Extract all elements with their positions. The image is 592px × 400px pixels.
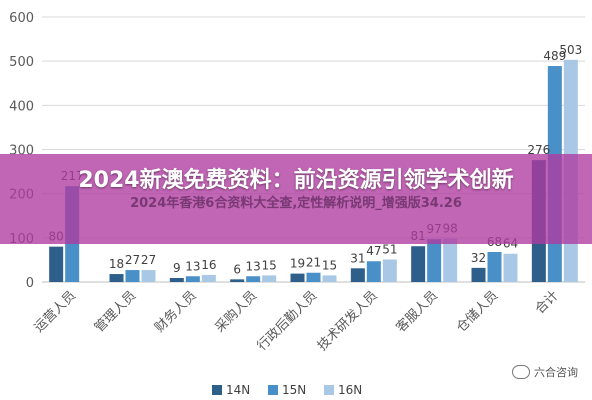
bar bbox=[322, 275, 337, 282]
data-label: 489 bbox=[543, 49, 566, 63]
bar bbox=[49, 246, 64, 282]
data-label: 503 bbox=[559, 43, 582, 57]
bar bbox=[262, 275, 277, 282]
data-label: 27 bbox=[125, 253, 140, 267]
bar bbox=[411, 246, 426, 282]
bar bbox=[141, 270, 156, 282]
watermark: 六合咨询 bbox=[512, 364, 578, 380]
data-label: 9 bbox=[173, 261, 181, 275]
title-banner bbox=[0, 154, 592, 244]
category-label: 运营人员 bbox=[32, 288, 79, 335]
category-label: 管理人员 bbox=[92, 288, 139, 335]
data-label: 51 bbox=[382, 242, 397, 256]
data-label: 32 bbox=[471, 251, 486, 265]
data-label: 13 bbox=[185, 259, 200, 273]
legend-label: 14N bbox=[226, 383, 250, 397]
category-label: 财务人员 bbox=[152, 288, 200, 336]
banner-title: 2024新澳免费资料：前沿资源引领学术创新 bbox=[78, 168, 514, 193]
bar bbox=[246, 276, 261, 282]
category-label: 行政后勤人员 bbox=[255, 288, 321, 354]
category-label: 技术研发人员 bbox=[314, 288, 380, 354]
bar bbox=[487, 251, 502, 282]
bar bbox=[306, 272, 321, 282]
data-label: 18 bbox=[109, 257, 124, 271]
data-label: 21 bbox=[306, 256, 321, 270]
data-label: 15 bbox=[322, 258, 337, 272]
bar bbox=[185, 276, 200, 282]
bar bbox=[471, 267, 486, 282]
legend-swatch bbox=[268, 385, 278, 395]
bar bbox=[443, 238, 458, 282]
category-label: 合计 bbox=[533, 288, 562, 317]
legend-label: 15N bbox=[282, 383, 306, 397]
y-tick-label: 600 bbox=[9, 11, 34, 26]
data-label: 19 bbox=[290, 257, 305, 271]
data-label: 27 bbox=[141, 253, 156, 267]
bar bbox=[427, 239, 442, 282]
legend-label: 16N bbox=[338, 383, 362, 397]
bar bbox=[290, 273, 305, 282]
category-label: 客服人员 bbox=[393, 288, 441, 336]
bar bbox=[125, 270, 140, 282]
watermark-text: 六合咨询 bbox=[534, 366, 578, 379]
data-label: 13 bbox=[246, 259, 261, 273]
data-label: 16 bbox=[201, 258, 216, 272]
data-label: 276 bbox=[527, 143, 550, 157]
legend-swatch bbox=[212, 385, 222, 395]
y-tick-label: 500 bbox=[9, 55, 34, 70]
y-axis-ticks: 0100200300400500600 bbox=[9, 11, 34, 291]
banner-subtitle: 2024年香港6合资料大全查,定性解析说明_增强版34.26 bbox=[130, 196, 462, 211]
bar bbox=[230, 279, 245, 282]
category-label: 仓储人员 bbox=[454, 288, 501, 335]
bar bbox=[169, 278, 184, 282]
y-tick-label: 0 bbox=[26, 276, 34, 291]
data-label: 15 bbox=[262, 258, 277, 272]
bar bbox=[350, 268, 365, 282]
data-label: 31 bbox=[350, 251, 365, 265]
category-label: 采购人员 bbox=[212, 288, 260, 336]
wechat-icon bbox=[512, 365, 530, 379]
bar bbox=[109, 274, 124, 282]
legend-swatch bbox=[324, 385, 334, 395]
bar bbox=[201, 274, 216, 282]
bar bbox=[503, 253, 518, 282]
legend: 14N 15N 16N bbox=[212, 383, 362, 397]
data-label: 6 bbox=[233, 262, 241, 276]
data-label: 47 bbox=[366, 244, 381, 258]
bar bbox=[366, 261, 381, 282]
y-tick-label: 400 bbox=[9, 99, 34, 114]
bar bbox=[382, 259, 397, 282]
